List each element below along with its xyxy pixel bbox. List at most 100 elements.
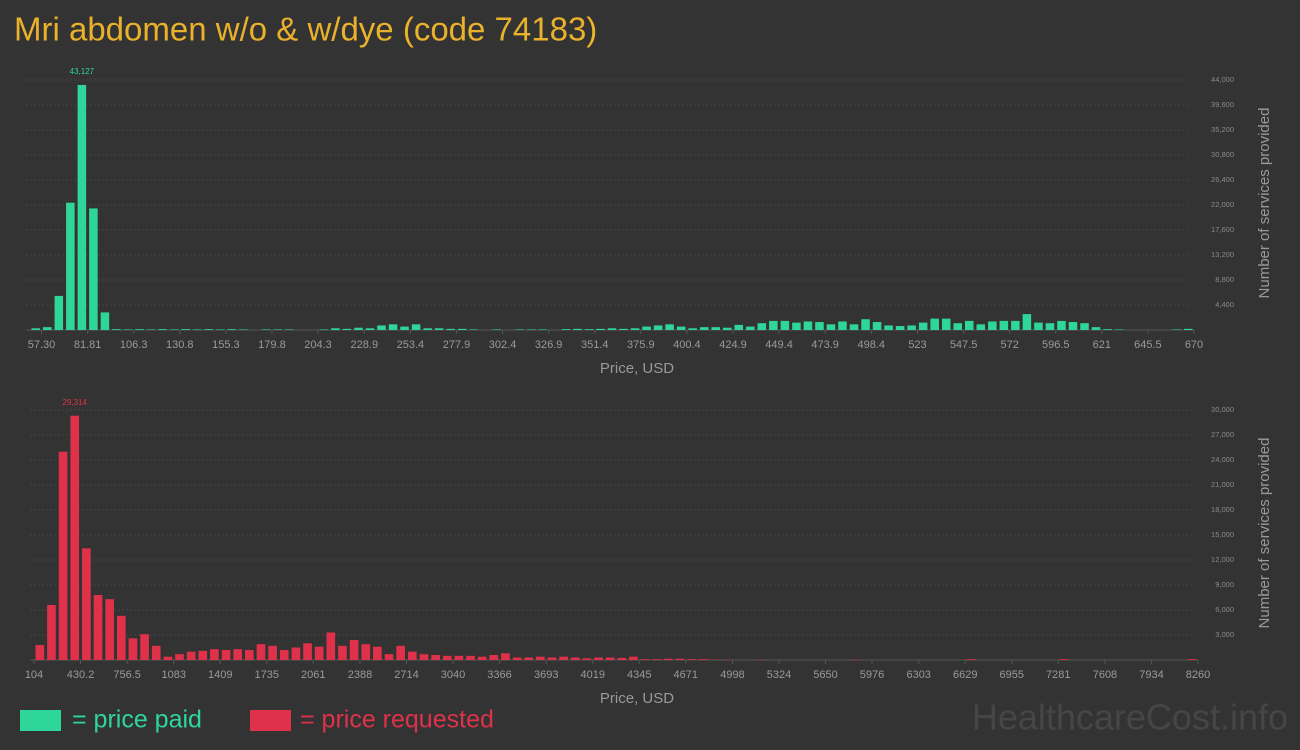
bar bbox=[527, 329, 536, 330]
legend-swatch bbox=[20, 710, 61, 731]
bar bbox=[291, 647, 301, 660]
bar bbox=[746, 326, 755, 330]
bar bbox=[664, 658, 673, 660]
x-tick-label: 326.9 bbox=[535, 339, 563, 351]
bar bbox=[629, 656, 638, 660]
bar bbox=[342, 328, 352, 330]
bar bbox=[1103, 329, 1112, 330]
bar bbox=[596, 328, 605, 330]
y-axis-label: Number of services provided bbox=[1256, 438, 1273, 629]
bar bbox=[58, 451, 68, 660]
x-tick-label: 473.9 bbox=[811, 339, 839, 351]
bar bbox=[1172, 329, 1181, 330]
bar bbox=[279, 650, 289, 660]
bar bbox=[361, 644, 371, 660]
bar bbox=[872, 322, 882, 330]
bar bbox=[477, 656, 487, 660]
bar bbox=[396, 645, 405, 660]
x-tick-label: 104 bbox=[25, 669, 43, 681]
data-label: 43,127 bbox=[70, 67, 95, 76]
bar bbox=[238, 329, 248, 330]
y-tick-label: 44,000 bbox=[1211, 75, 1234, 84]
bar bbox=[1057, 320, 1066, 330]
bar bbox=[826, 324, 836, 330]
y-tick-label: 30,000 bbox=[1211, 405, 1234, 414]
bar bbox=[198, 650, 208, 660]
bar bbox=[1187, 659, 1197, 660]
y-tick-label: 9,000 bbox=[1215, 580, 1234, 589]
bar bbox=[419, 654, 429, 660]
legend-label: = price paid bbox=[72, 706, 202, 734]
bar bbox=[135, 329, 144, 330]
bar bbox=[89, 208, 98, 330]
x-tick-label: 756.5 bbox=[113, 669, 141, 681]
x-tick-label: 5324 bbox=[767, 669, 791, 681]
y-tick-label: 4,400 bbox=[1215, 300, 1234, 309]
bar bbox=[966, 659, 976, 660]
bar bbox=[354, 327, 363, 330]
bar bbox=[769, 320, 778, 330]
y-tick-label: 12,000 bbox=[1211, 555, 1234, 564]
bar bbox=[515, 329, 525, 330]
y-tick-label: 3,000 bbox=[1215, 630, 1234, 639]
x-tick-label: 375.9 bbox=[627, 339, 655, 351]
bar bbox=[43, 327, 52, 330]
bar bbox=[273, 329, 283, 330]
bar bbox=[116, 615, 126, 660]
bar bbox=[140, 634, 149, 660]
bar bbox=[512, 657, 522, 660]
bar bbox=[722, 327, 732, 330]
y-tick-label: 8,800 bbox=[1215, 275, 1234, 284]
bar bbox=[82, 548, 91, 660]
bar bbox=[895, 326, 905, 330]
bar bbox=[261, 329, 271, 330]
bar bbox=[619, 328, 628, 330]
x-tick-label: 572 bbox=[1000, 339, 1018, 351]
x-tick-label: 449.4 bbox=[765, 339, 793, 351]
bar bbox=[268, 645, 277, 660]
x-tick-label: 302.4 bbox=[489, 339, 517, 351]
x-tick-label: 1409 bbox=[208, 669, 232, 681]
legend-label: = price requested bbox=[300, 706, 494, 734]
bar bbox=[607, 328, 617, 330]
x-tick-label: 81.81 bbox=[74, 339, 102, 351]
bar bbox=[698, 659, 708, 660]
x-tick-label: 2714 bbox=[394, 669, 418, 681]
bar bbox=[54, 295, 64, 330]
bar bbox=[215, 329, 225, 330]
bar bbox=[442, 655, 452, 660]
bar bbox=[411, 324, 421, 330]
bar bbox=[1068, 322, 1078, 330]
bar bbox=[1183, 328, 1193, 330]
bar bbox=[186, 651, 196, 660]
bar bbox=[158, 329, 167, 330]
x-tick-label: 4019 bbox=[580, 669, 604, 681]
bar bbox=[175, 654, 184, 660]
bar bbox=[256, 644, 266, 660]
bar bbox=[326, 632, 336, 660]
bar bbox=[605, 657, 615, 660]
bar bbox=[501, 653, 510, 660]
x-tick-label: 2061 bbox=[301, 669, 325, 681]
bar bbox=[469, 329, 478, 330]
bar bbox=[1045, 323, 1055, 330]
bar bbox=[434, 328, 444, 330]
x-tick-label: 8260 bbox=[1186, 669, 1210, 681]
bar bbox=[988, 321, 997, 330]
bar bbox=[688, 328, 697, 330]
bar bbox=[849, 324, 859, 330]
bar bbox=[66, 202, 75, 330]
y-tick-label: 15,000 bbox=[1211, 530, 1234, 539]
x-tick-label: 3693 bbox=[534, 669, 558, 681]
y-tick-label: 21,000 bbox=[1211, 480, 1234, 489]
y-axis-label: Number of services provided bbox=[1256, 108, 1273, 299]
bar bbox=[47, 605, 56, 660]
bar bbox=[303, 643, 312, 660]
bar bbox=[457, 328, 467, 330]
bar bbox=[349, 640, 359, 660]
x-tick-label: 106.3 bbox=[120, 339, 148, 351]
x-tick-label: 155.3 bbox=[212, 339, 240, 351]
x-tick-label: 424.9 bbox=[719, 339, 747, 351]
watermark: HealthcareCost.info bbox=[972, 697, 1288, 738]
